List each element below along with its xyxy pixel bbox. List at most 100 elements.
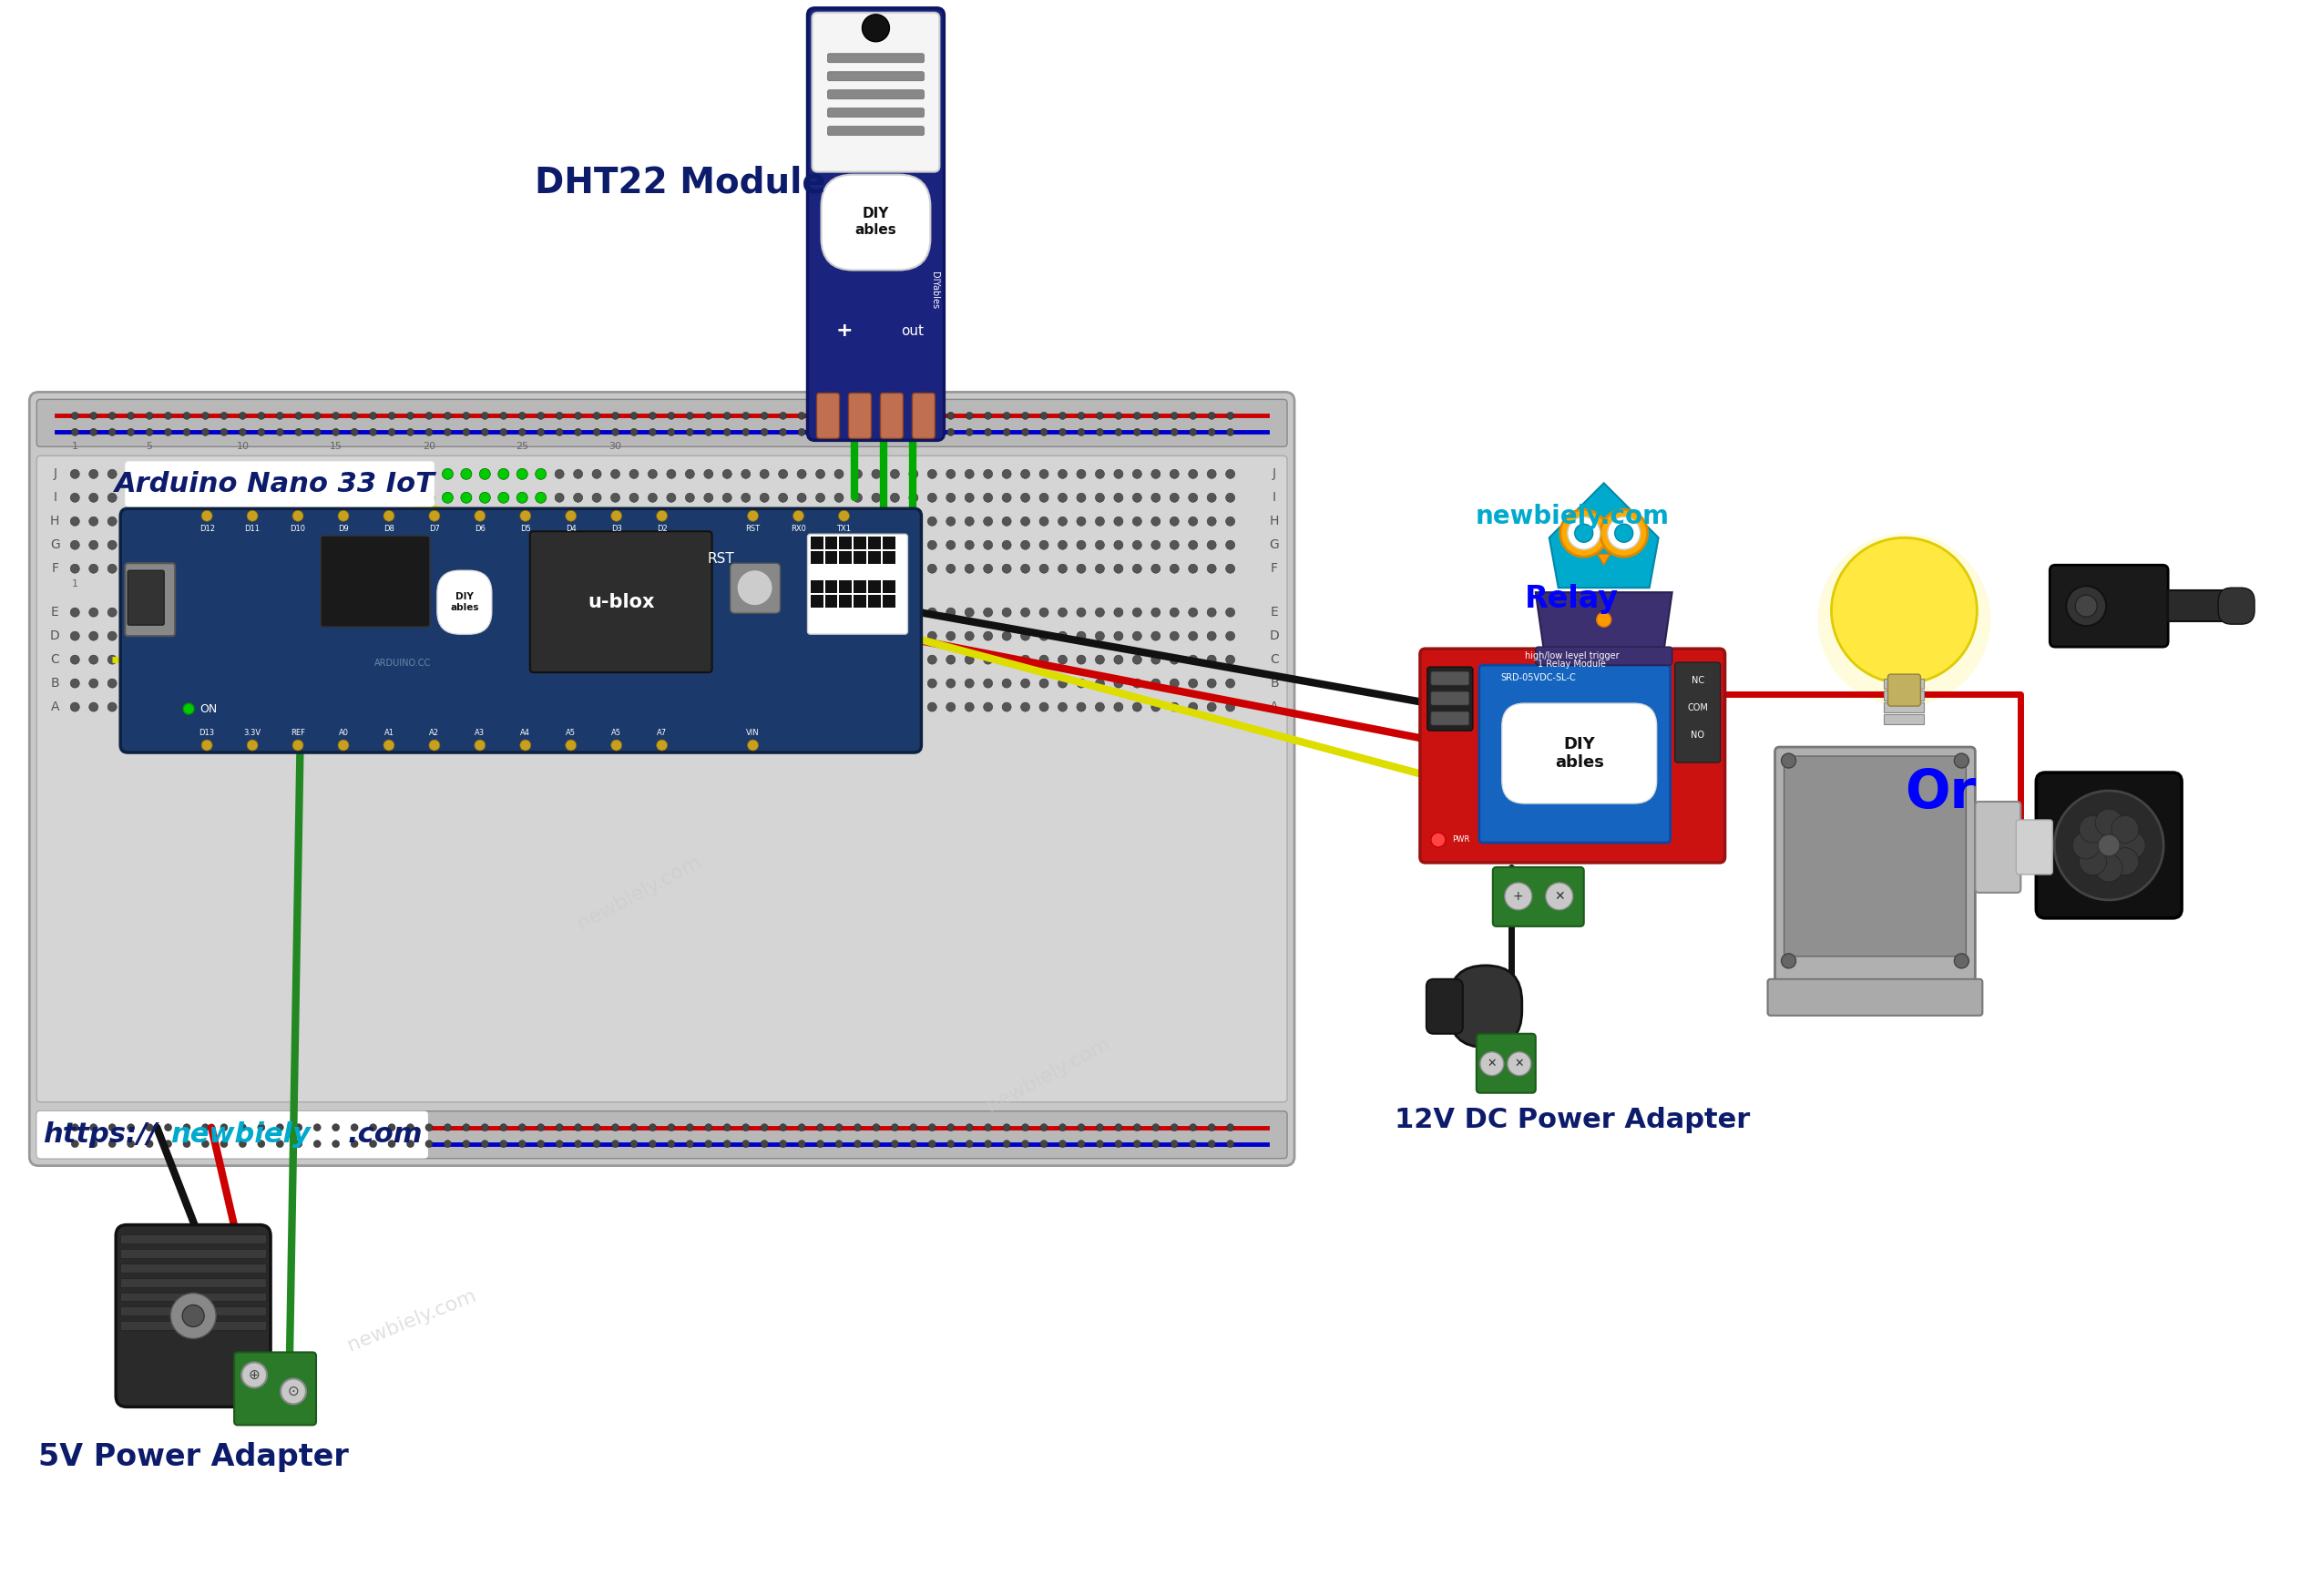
Text: 20: 20 xyxy=(423,442,434,452)
Circle shape xyxy=(164,654,173,664)
Circle shape xyxy=(407,702,416,712)
Circle shape xyxy=(610,632,619,640)
Circle shape xyxy=(367,469,379,479)
Circle shape xyxy=(183,678,192,688)
Circle shape xyxy=(555,493,564,503)
Text: RX0: RX0 xyxy=(790,525,807,533)
Circle shape xyxy=(407,517,416,525)
Circle shape xyxy=(649,412,656,420)
Circle shape xyxy=(760,541,770,549)
Circle shape xyxy=(404,492,416,503)
Circle shape xyxy=(257,469,266,479)
Circle shape xyxy=(834,563,844,573)
Circle shape xyxy=(109,654,118,664)
Circle shape xyxy=(499,1140,506,1148)
FancyBboxPatch shape xyxy=(321,536,430,627)
Circle shape xyxy=(853,608,862,618)
Circle shape xyxy=(407,654,416,664)
Circle shape xyxy=(462,428,469,436)
Circle shape xyxy=(2080,847,2108,875)
FancyBboxPatch shape xyxy=(1431,712,1470,725)
FancyBboxPatch shape xyxy=(1449,966,1523,1047)
Text: NC: NC xyxy=(1692,677,1703,685)
Circle shape xyxy=(592,541,601,549)
Circle shape xyxy=(1021,678,1031,688)
Circle shape xyxy=(1599,509,1648,557)
FancyBboxPatch shape xyxy=(1431,672,1470,685)
Circle shape xyxy=(367,654,377,664)
Circle shape xyxy=(647,654,656,664)
Text: A: A xyxy=(51,701,60,713)
Text: G: G xyxy=(51,538,60,551)
Circle shape xyxy=(238,1140,247,1148)
Circle shape xyxy=(183,608,192,618)
Circle shape xyxy=(257,606,266,618)
Circle shape xyxy=(201,654,210,664)
Circle shape xyxy=(610,678,619,688)
Circle shape xyxy=(478,630,490,642)
Circle shape xyxy=(927,563,936,573)
Circle shape xyxy=(890,632,899,640)
Circle shape xyxy=(779,493,788,503)
Circle shape xyxy=(312,632,321,640)
Circle shape xyxy=(1021,428,1028,436)
Circle shape xyxy=(499,632,508,640)
Circle shape xyxy=(277,412,284,420)
Circle shape xyxy=(742,428,749,436)
Circle shape xyxy=(1172,428,1179,436)
Circle shape xyxy=(171,1293,215,1339)
Circle shape xyxy=(1206,517,1216,525)
Circle shape xyxy=(536,493,545,503)
Circle shape xyxy=(686,632,693,640)
Circle shape xyxy=(612,1124,619,1132)
Circle shape xyxy=(871,493,880,503)
Circle shape xyxy=(1225,493,1234,503)
Circle shape xyxy=(945,632,954,640)
Circle shape xyxy=(109,469,118,479)
Circle shape xyxy=(723,563,733,573)
Text: C: C xyxy=(1271,653,1278,666)
Circle shape xyxy=(293,741,303,750)
Text: F: F xyxy=(1271,562,1278,575)
Circle shape xyxy=(592,517,601,525)
Bar xyxy=(869,551,880,563)
Circle shape xyxy=(647,632,656,640)
Circle shape xyxy=(723,678,733,688)
FancyBboxPatch shape xyxy=(1675,662,1719,763)
Circle shape xyxy=(238,606,247,618)
Circle shape xyxy=(247,741,259,750)
Circle shape xyxy=(834,702,844,712)
Bar xyxy=(1883,678,1925,689)
Circle shape xyxy=(1077,632,1086,640)
Circle shape xyxy=(890,469,899,479)
Circle shape xyxy=(647,517,656,525)
Circle shape xyxy=(647,608,656,618)
Circle shape xyxy=(337,741,349,750)
Circle shape xyxy=(293,632,303,640)
Circle shape xyxy=(238,608,247,618)
Circle shape xyxy=(425,412,432,420)
Circle shape xyxy=(779,1124,786,1132)
Circle shape xyxy=(349,632,358,640)
Circle shape xyxy=(238,428,247,436)
Text: H: H xyxy=(51,516,60,528)
Circle shape xyxy=(460,630,471,642)
Circle shape xyxy=(220,606,229,618)
Circle shape xyxy=(423,492,434,503)
Bar xyxy=(855,581,867,594)
Circle shape xyxy=(462,517,471,525)
Circle shape xyxy=(425,1124,432,1132)
Circle shape xyxy=(816,517,825,525)
Text: 20: 20 xyxy=(423,579,434,589)
Circle shape xyxy=(349,606,361,618)
Circle shape xyxy=(779,469,788,479)
Circle shape xyxy=(656,511,668,522)
Circle shape xyxy=(275,493,284,503)
Circle shape xyxy=(499,630,508,642)
Circle shape xyxy=(481,428,488,436)
Circle shape xyxy=(871,608,880,618)
Circle shape xyxy=(631,1140,638,1148)
Circle shape xyxy=(1040,654,1049,664)
Circle shape xyxy=(612,1140,619,1148)
Circle shape xyxy=(1021,493,1031,503)
